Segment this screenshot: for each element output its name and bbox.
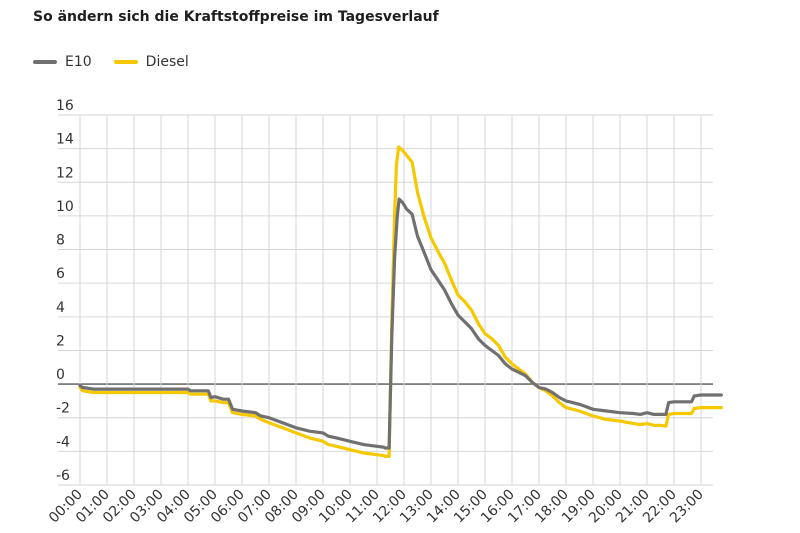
series-lines — [78, 145, 723, 458]
y-tick-label: 10 — [56, 199, 74, 215]
y-tick-label: 12 — [56, 165, 74, 181]
y-tick-label: 0 — [56, 367, 65, 383]
grid — [58, 114, 713, 486]
x-axis-ticks: 00:0001:0002:0003:0004:0005:0006:0007:00… — [46, 487, 707, 527]
y-tick-label: 14 — [56, 132, 74, 148]
y-tick-label: 8 — [56, 233, 65, 249]
legend-item-diesel: Diesel — [113, 54, 189, 70]
legend-swatch-diesel — [113, 60, 138, 64]
y-tick-label: 4 — [56, 300, 65, 316]
y-tick-label: 6 — [56, 266, 65, 282]
y-tick-label: 16 — [56, 98, 74, 114]
series-line-diesel — [78, 145, 723, 458]
legend: E10 Diesel — [33, 54, 211, 70]
legend-swatch-e10 — [33, 60, 57, 64]
y-tick-label: 2 — [56, 333, 65, 349]
y-tick-label: -2 — [56, 401, 70, 417]
legend-label-e10: E10 — [65, 54, 92, 70]
legend-label-diesel: Diesel — [145, 54, 189, 70]
y-axis-ticks: 16 14 12 10 8 6 4 2 0 -2 -4 -6 — [56, 98, 74, 484]
y-tick-label: -4 — [56, 434, 70, 450]
series-line-e10 — [78, 197, 723, 450]
y-tick-label: -6 — [56, 468, 70, 484]
legend-item-e10: E10 — [33, 54, 92, 70]
chart-title: So ändern sich die Kraftstoffpreise im T… — [33, 9, 439, 25]
